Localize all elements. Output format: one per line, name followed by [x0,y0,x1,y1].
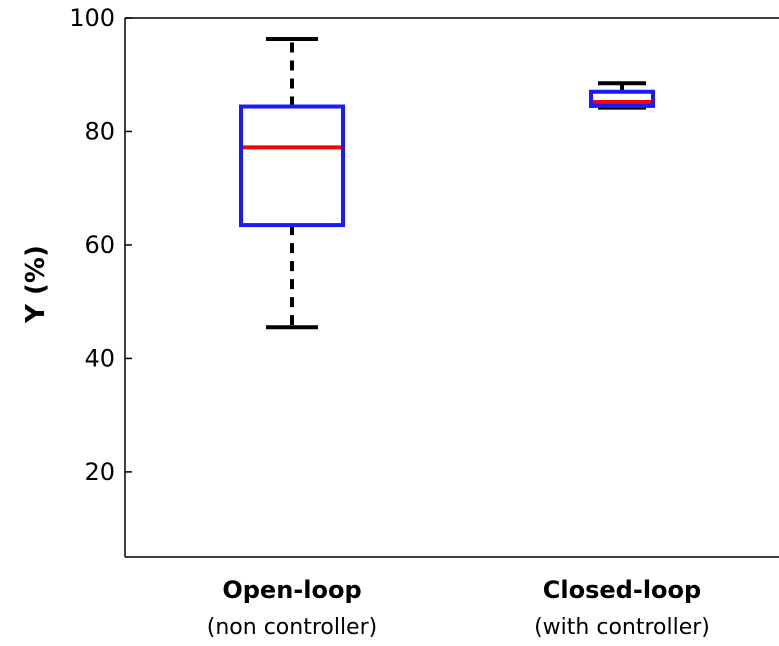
box-2 [589,81,655,110]
y-tick-label: 20 [84,458,115,486]
iqr-box [239,104,345,228]
y-axis-ticks: 20 40 60 80 100 [69,4,132,486]
axes [124,17,779,558]
y-tick-label: 60 [84,231,115,259]
boxes [239,36,655,330]
x-category-sublabel: (with controller) [534,615,710,640]
y-tick-label: 80 [84,117,115,145]
x-category-label: Closed-loop [543,576,701,604]
box-1 [239,36,345,330]
y-tick-label: 100 [69,4,115,32]
y-tick-label: 40 [84,344,115,372]
x-axis-categories: Open-loop (non controller) Closed-loop (wit… [207,576,710,640]
x-category-sublabel: (non controller) [207,615,377,640]
y-axis-label: Y (%) [21,245,51,324]
x-category-label: Open-loop [222,576,361,604]
